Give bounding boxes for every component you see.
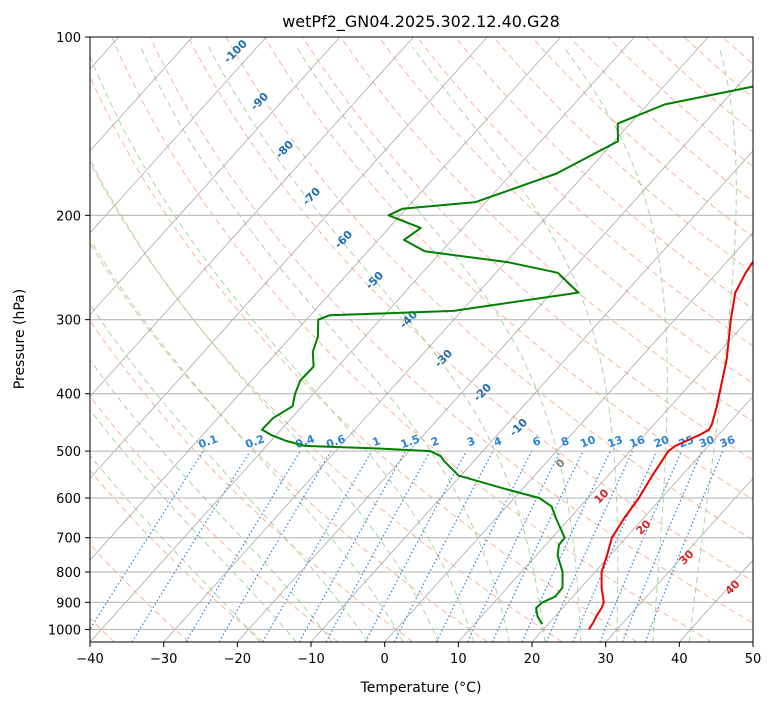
- mixing-ratio-line: [185, 450, 301, 642]
- moist-adiabat-line: [90, 454, 261, 642]
- x-tick-label: −40: [76, 652, 103, 667]
- dewpoint-profile-line: [261, 85, 753, 625]
- y-tick-label: 500: [56, 445, 81, 460]
- y-tick-label: 900: [56, 596, 81, 611]
- isotherm-line: [90, 37, 341, 316]
- x-tick-label: −30: [150, 652, 177, 667]
- dry-adiabat-line: [90, 161, 563, 642]
- x-tick-label: 50: [745, 652, 762, 667]
- dry-adiabat-line: [416, 37, 753, 347]
- mixing-ratio-label: 1: [371, 434, 383, 449]
- mixing-ratio-label: 0.1: [197, 432, 220, 451]
- moist-adiabat-line: [90, 158, 440, 642]
- dry-adiabat-line: [90, 320, 414, 642]
- dry-adiabat-line: [264, 37, 753, 501]
- x-tick-label: 40: [671, 652, 688, 667]
- mixing-ratio-label: 4: [492, 434, 504, 449]
- moist-adiabat-line: [90, 409, 297, 642]
- mixing-ratio-line: [262, 450, 373, 642]
- mixing-ratio-line: [621, 450, 703, 642]
- y-tick-label: 300: [56, 314, 81, 329]
- x-tick-label: 30: [597, 652, 614, 667]
- moist-adiabat-line: [140, 46, 510, 642]
- y-axis-label: Pressure (hPa): [12, 289, 28, 389]
- isotherm-line: [752, 641, 753, 642]
- isotherm-line: [90, 37, 267, 234]
- isotherm-line: [90, 37, 562, 561]
- isotherm-line: [531, 395, 753, 642]
- mixing-ratio-line: [521, 450, 611, 642]
- dry-adiabat-line: [378, 37, 753, 384]
- moist-adiabat-line: [90, 54, 475, 642]
- mixing-ratio-line: [131, 450, 251, 642]
- mixing-ratio-label: 16: [628, 433, 647, 451]
- chart-title: wetPf2_GN04.2025.302.12.40.G28: [282, 12, 560, 32]
- plot-frame: [89, 36, 754, 643]
- isotherm-line: [237, 68, 753, 642]
- mixing-ratio-label: 3: [465, 434, 477, 449]
- mixing-ratio-label: 36: [718, 433, 737, 451]
- x-axis-label: Temperature (°C): [360, 680, 482, 696]
- mixing-ratio-line: [90, 450, 204, 631]
- y-tick-label: 600: [56, 492, 81, 507]
- y-tick-label: 800: [56, 566, 81, 581]
- x-tick-label: −10: [297, 652, 324, 667]
- isotherm-line: [605, 477, 753, 642]
- moist-adiabat-line: [563, 46, 668, 642]
- dry-adiabat-line: [607, 37, 753, 168]
- moist-adiabat-line: [90, 303, 369, 642]
- dry-adiabat-line: [761, 37, 775, 642]
- dry-adiabat-line: [493, 37, 753, 274]
- mixing-ratio-label: 30: [697, 433, 716, 451]
- mixing-ratio-label: 6: [531, 434, 543, 449]
- isotherm-line: [310, 150, 753, 642]
- temperature-profile-line: [588, 259, 753, 630]
- dry-adiabat-line: [187, 37, 753, 582]
- plot-background: [90, 37, 753, 642]
- dry-adiabat-line: [454, 37, 753, 310]
- isotherm-line: [90, 37, 414, 398]
- mixing-ratio-line: [545, 450, 634, 642]
- plot-layer: -100-90-80-70-60-50-40-30-20-10010203040…: [90, 37, 775, 642]
- dry-adiabat-line: [111, 37, 712, 642]
- mixing-ratio-label: 13: [606, 433, 625, 450]
- axes-layer: −40 −30 −20 −10 0 10 20 30 40 5010020030040050060…: [48, 31, 761, 667]
- mixing-ratio-line: [298, 450, 406, 642]
- dry-adiabat-line: [90, 395, 339, 642]
- dry-adiabat-line: [149, 37, 753, 624]
- mixing-ratio-line: [466, 450, 561, 642]
- isotherm-line: [90, 37, 635, 642]
- x-tick-label: −20: [224, 652, 251, 667]
- y-tick-label: 100: [56, 31, 81, 46]
- mixing-ratio-line: [218, 450, 332, 642]
- x-tick-label: 0: [381, 652, 389, 667]
- mixing-ratio-label: 20: [652, 433, 671, 451]
- mixing-ratio-label: 1.5: [399, 432, 422, 451]
- dry-adiabat-line: [340, 37, 753, 423]
- x-tick-label: 20: [524, 652, 541, 667]
- dry-adiabat-line: [90, 75, 638, 642]
- dry-adiabat-line: [90, 242, 488, 642]
- isotherm-line: [90, 37, 488, 479]
- mixing-ratio-label: 2: [429, 434, 441, 449]
- y-tick-label: 200: [56, 209, 81, 224]
- mixing-ratio-line: [325, 450, 431, 642]
- mixing-ratio-label: 0.2: [244, 432, 267, 451]
- moist-adiabat-line: [688, 46, 737, 642]
- mixing-ratio-label: 10: [578, 433, 597, 451]
- isotherm-line: [384, 232, 753, 642]
- moist-adiabat-line: [208, 46, 546, 642]
- moist-adiabat-line: [296, 46, 582, 642]
- y-tick-label: 1000: [48, 623, 81, 638]
- y-tick-label: 700: [56, 532, 81, 547]
- isotherm-line: [458, 313, 753, 642]
- y-tick-label: 400: [56, 388, 81, 403]
- x-tick-label: 10: [450, 652, 467, 667]
- mixing-ratio-line: [491, 450, 584, 642]
- mixing-ratio-line: [599, 450, 682, 642]
- dry-adiabat-line: [225, 37, 753, 541]
- mixing-ratio-label: 8: [559, 434, 571, 449]
- isotherm-line: [90, 37, 193, 152]
